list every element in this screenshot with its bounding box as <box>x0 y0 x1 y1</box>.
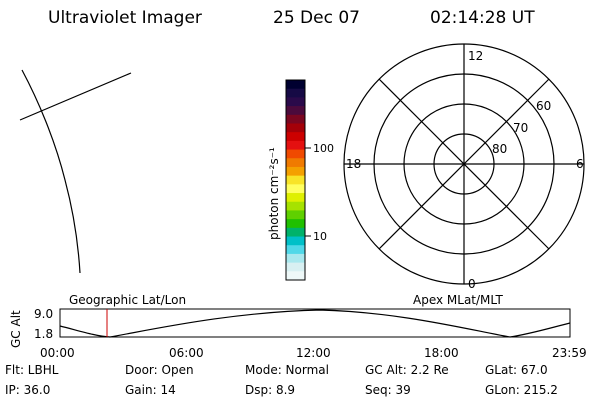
colorbar-cell <box>286 123 305 133</box>
colorbar-cell <box>286 97 305 107</box>
lat-label-80: 80 <box>492 142 507 156</box>
altitude-curve <box>59 309 571 338</box>
colorbar-cell <box>286 88 305 98</box>
polar-diagonal-2 <box>378 78 550 250</box>
colorbar-cell <box>286 106 305 116</box>
geo-parallel-line <box>19 72 132 121</box>
status-dsp: Dsp: 8.9 <box>245 383 295 397</box>
mlt-label-18: 18 <box>346 157 361 171</box>
polar-mlt-plot: 12 18 6 0 60 70 80 <box>343 43 585 291</box>
altitude-frame <box>59 308 571 338</box>
colorbar-tick-label-100: 100 <box>313 142 334 155</box>
colorbar-cell <box>286 271 305 281</box>
colorbar-cell <box>286 166 305 177</box>
geo-meridian-line <box>21 69 81 274</box>
colorbar-cell <box>286 210 305 220</box>
lat-label-70: 70 <box>513 121 528 135</box>
colorbar-cell <box>286 175 305 185</box>
colorbar-cell <box>286 158 305 168</box>
time-label: 02:14:28 UT <box>430 8 535 28</box>
altitude-plot: GC Alt 9.0 1.8 00:00 06:00 12:00 18:00 2… <box>9 307 587 360</box>
status-gc-alt: GC Alt: 2.2 Re <box>365 363 449 377</box>
colorbar-unit-label: photon cm⁻²s⁻¹ <box>267 147 281 240</box>
date-label: 25 Dec 07 <box>273 8 360 28</box>
altitude-ymin-label: 1.8 <box>34 327 53 341</box>
colorbar-cells <box>286 80 305 281</box>
status-door: Door: Open <box>125 363 194 377</box>
status-seq: Seq: 39 <box>365 383 411 397</box>
altitude-ymax-label: 9.0 <box>34 307 53 321</box>
colorbar-cell <box>286 245 305 255</box>
colorbar-cell <box>286 201 305 212</box>
colorbar-cell <box>286 132 305 142</box>
colorbar-cell <box>286 227 305 238</box>
colorbar-cell <box>286 80 305 90</box>
altitude-xtick-1200: 12:00 <box>296 346 331 360</box>
lat-label-60: 60 <box>536 99 551 113</box>
geographic-label: Geographic Lat/Lon <box>69 293 186 307</box>
altitude-xtick-0000: 00:00 <box>40 346 75 360</box>
status-ip: IP: 36.0 <box>5 383 50 397</box>
status-block: Flt: LBHL Door: Open Mode: Normal GC Alt… <box>5 363 558 397</box>
colorbar-cell <box>286 236 305 246</box>
mlt-label-6: 6 <box>576 157 584 171</box>
status-glat: GLat: 67.0 <box>485 363 548 377</box>
colorbar-frame <box>285 79 306 281</box>
instrument-title: Ultraviolet Imager <box>48 8 202 28</box>
altitude-xtick-2359: 23:59 <box>552 346 587 360</box>
mlt-label-0: 0 <box>468 277 476 291</box>
colorbar-cell <box>286 193 305 203</box>
mlt-label-12: 12 <box>468 49 483 63</box>
colorbar-cell <box>286 219 305 229</box>
status-glon: GLon: 215.2 <box>485 383 558 397</box>
colorbar: 100 10 photon cm⁻²s⁻¹ <box>267 79 334 281</box>
status-mode: Mode: Normal <box>245 363 329 377</box>
geographic-grid <box>19 69 132 274</box>
colorbar-cell <box>286 184 305 194</box>
colorbar-cell <box>286 262 305 272</box>
colorbar-cell <box>286 140 305 151</box>
altitude-xtick-1800: 18:00 <box>424 346 459 360</box>
colorbar-tick-label-10: 10 <box>313 230 327 243</box>
colorbar-cell <box>286 114 305 125</box>
altitude-xtick-0600: 06:00 <box>169 346 204 360</box>
colorbar-cell <box>286 253 305 264</box>
status-filter: Flt: LBHL <box>5 363 59 377</box>
status-gain: Gain: 14 <box>125 383 176 397</box>
apex-label: Apex MLat/MLT <box>413 293 503 307</box>
colorbar-cell <box>286 149 305 159</box>
altitude-ylabel: GC Alt <box>9 310 23 348</box>
